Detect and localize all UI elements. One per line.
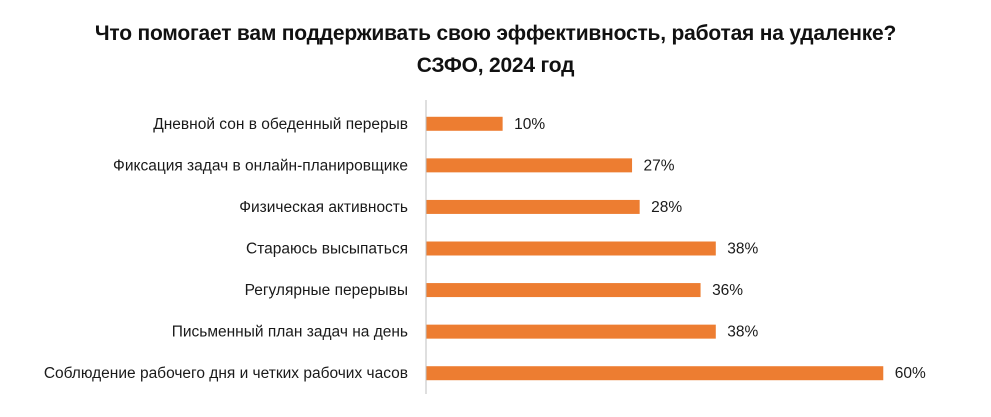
data-label: 60% <box>895 365 926 382</box>
category-label: Дневной сон в обеденный перерыв <box>153 116 408 133</box>
data-label: 38% <box>727 241 758 258</box>
data-label: 36% <box>712 282 743 299</box>
chart-title: Что помогает вам поддерживать свою эффек… <box>94 22 897 77</box>
category-label: Соблюдение рабочего дня и четких рабочих… <box>44 365 408 382</box>
category-labels: Дневной сон в обеденный перерыв Фиксация … <box>44 116 408 382</box>
data-label: 10% <box>514 116 545 133</box>
bar <box>426 366 884 381</box>
category-label: Физическая активность <box>239 199 408 216</box>
bar <box>426 199 640 214</box>
bars <box>426 116 884 381</box>
bar <box>426 116 503 131</box>
category-label: Стараюсь высыпаться <box>246 241 408 258</box>
bar <box>426 158 633 173</box>
data-labels: 10% 27% 28% 38% 36% 38% 60% <box>514 116 926 382</box>
category-label: Письменный план задач на день <box>172 324 408 341</box>
bar <box>426 241 716 256</box>
data-label: 38% <box>727 324 758 341</box>
bar <box>426 324 716 339</box>
bar <box>426 283 701 298</box>
category-label: Фиксация задач в онлайн-планировщике <box>113 157 408 174</box>
category-label: Регулярные перерывы <box>245 282 408 299</box>
data-label: 28% <box>651 199 682 216</box>
data-label: 27% <box>644 157 675 174</box>
